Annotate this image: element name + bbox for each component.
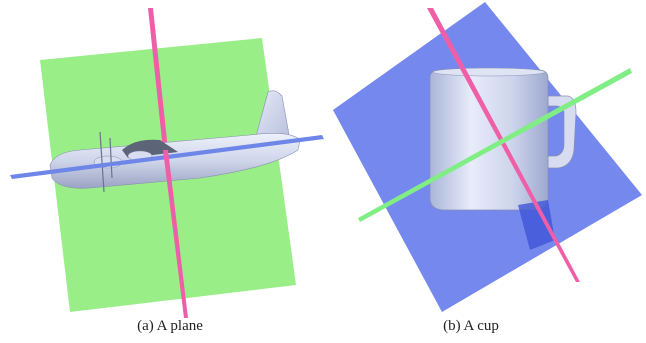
- green-symmetry-plane: [358, 68, 632, 222]
- mug-shadow: [518, 200, 555, 250]
- caption-a: (a) A plane: [137, 318, 203, 334]
- mug-body: [429, 69, 549, 211]
- propeller-2: [109, 137, 113, 179]
- subfigure-a: (a) A plane: [10, 8, 324, 334]
- pink-symmetry-plane-front: [163, 150, 188, 318]
- caption-b: (b) A cup: [443, 318, 499, 334]
- propeller-1: [99, 131, 105, 193]
- mug-rim: [432, 67, 546, 77]
- airplane-tail-fin: [254, 90, 291, 141]
- pink-symmetry-plane-back: [148, 8, 168, 150]
- pink-symmetry-plane: [427, 8, 580, 282]
- cup-render: [333, 2, 642, 312]
- plane-render: [10, 8, 324, 318]
- subfigure-b: (b) A cup: [330, 0, 646, 343]
